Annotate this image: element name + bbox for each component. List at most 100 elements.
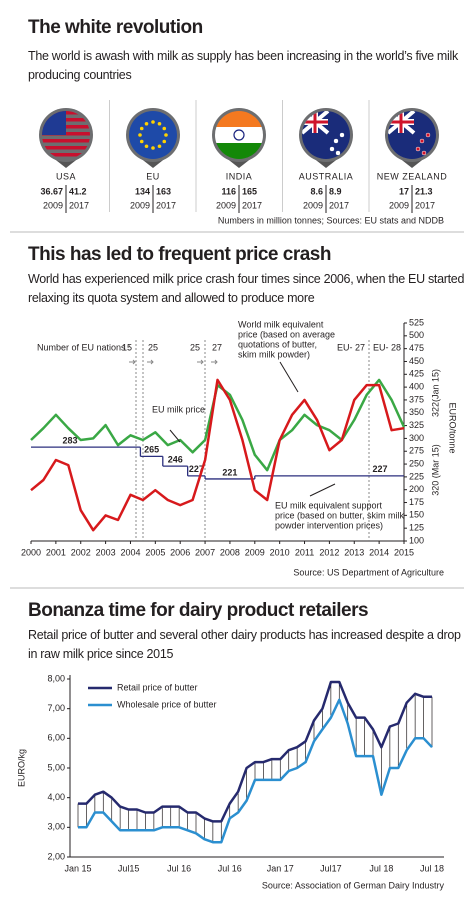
title: This has led to frequent price crash	[28, 244, 331, 265]
flag	[42, 111, 90, 157]
y-tick-label: 300	[409, 433, 424, 443]
note: Numbers in million tonnes; Sources: EU s…	[218, 215, 444, 225]
country-name: INDIA	[226, 171, 253, 181]
x-tick-label: 2001	[46, 547, 66, 557]
series-label: price (based on average	[238, 329, 335, 339]
y-tick-label: 2,00	[47, 851, 65, 861]
series-line	[78, 698, 433, 844]
y-axis-label: EURO/kg	[16, 749, 26, 787]
y-tick-label: 5,00	[47, 762, 65, 772]
flag	[302, 111, 350, 159]
title: The white revolution	[28, 17, 203, 38]
value-2017: 41.2	[69, 186, 87, 196]
flag-star	[415, 146, 421, 152]
x-tick-label: 2009	[245, 547, 265, 557]
eu-nations-label: 25	[190, 342, 200, 352]
flag-union	[388, 111, 414, 133]
arrow-icon	[211, 359, 218, 365]
flag-part	[42, 111, 66, 135]
support-annotation: price (based on butter, skim milk	[275, 510, 405, 520]
y-tick-label: 475	[409, 343, 424, 353]
value-2009: 36.67	[40, 186, 63, 196]
arrow-icon	[197, 359, 204, 365]
end-label: 320 (Mar 15)	[430, 444, 440, 496]
flag-part	[215, 111, 263, 127]
y-tick-label: 125	[409, 523, 424, 533]
year: 2017	[415, 200, 435, 210]
x-tick-label: Jan 15	[64, 863, 91, 873]
y-tick-label: 150	[409, 510, 424, 520]
x-tick-label: Jul 18	[420, 863, 444, 873]
year: 2017	[242, 200, 262, 210]
year: 2009	[303, 200, 323, 210]
flag-part	[42, 146, 90, 150]
eu-nations-label: 15	[122, 342, 132, 352]
flag-star	[139, 139, 144, 144]
flag	[388, 111, 436, 159]
annotation-arrow	[309, 483, 336, 497]
y-tick-label: 7,00	[47, 703, 65, 713]
x-tick-label: Jul 16	[167, 863, 191, 873]
support-annotation: powder intervention prices)	[275, 520, 383, 530]
year: 2009	[389, 200, 409, 210]
flag	[215, 111, 263, 159]
eu-nations-label: EU- 27	[337, 342, 365, 352]
country-name: AUSTRALIA	[299, 171, 354, 181]
value-2017: 21.3	[415, 186, 433, 196]
x-tick-label: Jul 18	[369, 863, 393, 873]
x-tick-label: 2012	[319, 547, 339, 557]
flag-star	[162, 126, 167, 131]
x-tick-label: 2011	[295, 547, 314, 557]
x-tick-label: Jul 16	[218, 863, 242, 873]
flag-star	[139, 126, 144, 131]
flag-star	[164, 133, 168, 137]
x-tick-label: Jul15	[118, 863, 140, 873]
x-tick-label: 2006	[170, 547, 190, 557]
flag-part	[215, 127, 263, 143]
value-2009: 8.6	[310, 186, 323, 196]
support-label: 221	[222, 467, 237, 477]
y-tick-label: 425	[409, 369, 424, 379]
flag-star	[421, 150, 427, 156]
flag-star	[144, 121, 149, 126]
x-tick-label: 2008	[220, 547, 240, 557]
flag-star	[144, 144, 149, 149]
arrow-icon	[129, 359, 136, 365]
series-label: quotations of butter,	[238, 339, 317, 349]
value-2009: 17	[399, 186, 409, 196]
flag-star	[329, 146, 335, 152]
x-tick-label: 2000	[21, 547, 41, 557]
flag-star	[151, 146, 155, 150]
year: 2009	[130, 200, 150, 210]
y-tick-label: 350	[409, 407, 424, 417]
support-annotation: EU milk equivalent support	[275, 500, 383, 510]
value-2009: 116	[221, 186, 236, 196]
flag-star	[419, 138, 425, 144]
arrow-icon	[147, 359, 154, 365]
y-tick-label: 325	[409, 420, 424, 430]
flag-star	[335, 150, 341, 156]
flag-chakra	[233, 129, 245, 141]
support-label: 246	[168, 454, 183, 464]
flag-star	[339, 132, 345, 138]
support-label: 283	[62, 436, 77, 446]
series-line	[30, 378, 405, 532]
subtitle: The world is awash with milk as supply h…	[28, 49, 458, 82]
flag-part	[215, 143, 263, 159]
flag-star	[138, 133, 142, 137]
flag-star	[157, 144, 162, 149]
value-2017: 165	[242, 186, 257, 196]
y-tick-label: 8,00	[47, 673, 65, 683]
series-label: EU milk price	[152, 404, 205, 414]
y-tick-label: 100	[409, 535, 424, 545]
y-tick-label: 500	[409, 330, 424, 340]
y-tick-label: 200	[409, 484, 424, 494]
y-tick-label: 250	[409, 458, 424, 468]
y-tick-label: 225	[409, 471, 424, 481]
y-tick-label: 275	[409, 446, 424, 456]
flag-star	[333, 138, 339, 144]
x-tick-label: 2014	[369, 547, 389, 557]
flag-star	[425, 132, 431, 138]
year: 2017	[69, 200, 89, 210]
